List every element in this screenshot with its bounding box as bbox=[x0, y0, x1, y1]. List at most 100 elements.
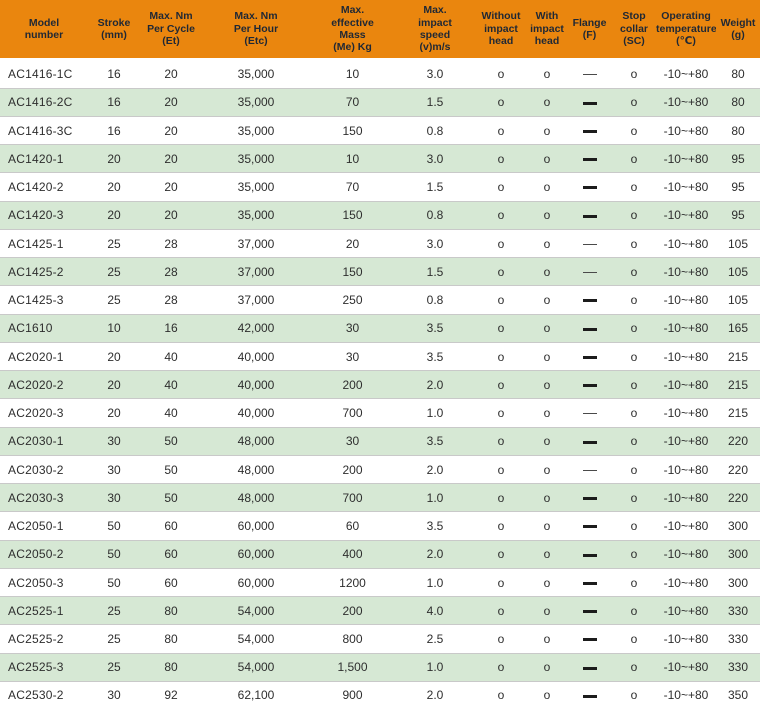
flange-dash-icon bbox=[582, 158, 597, 162]
flange-dash-icon bbox=[582, 74, 597, 76]
cell-mass: 700 bbox=[310, 483, 395, 513]
available-circle-mark: o bbox=[497, 293, 505, 308]
available-circle-mark: o bbox=[630, 151, 638, 166]
cell-mass: 200 bbox=[310, 455, 395, 485]
available-circle-mark: o bbox=[630, 377, 638, 392]
flange-dash-icon bbox=[582, 214, 597, 218]
cell-temp: -10~+80 bbox=[656, 596, 716, 626]
table-row: AC1425-1 25 28 37,000 20 3.0 o o o -10~+80 105 bbox=[0, 229, 760, 259]
cell-model: AC1420-1 bbox=[0, 144, 88, 174]
cell-without_head: o bbox=[475, 285, 527, 315]
available-circle-mark: o bbox=[497, 519, 505, 534]
cell-et: 60 bbox=[140, 568, 202, 598]
cell-etc: 40,000 bbox=[202, 370, 310, 400]
cell-with_head: o bbox=[527, 455, 567, 485]
spec-table-header: Model number Stroke (mm) Max. Nm Per Cycle… bbox=[0, 0, 760, 60]
cell-etc: 60,000 bbox=[202, 511, 310, 541]
cell-model: AC2525-1 bbox=[0, 596, 88, 626]
cell-mass: 150 bbox=[310, 116, 395, 146]
flange-dash-icon bbox=[582, 610, 597, 614]
cell-model: AC2530-2 bbox=[8, 688, 64, 703]
table-row: AC2030-3 30 50 48,000 700 1.0 o o o -10~+80 220 bbox=[0, 483, 760, 513]
cell-etc: 54,000 bbox=[202, 596, 310, 626]
cell-et: 16 bbox=[140, 314, 202, 343]
cell-with_head: o bbox=[527, 88, 567, 117]
cell-etc: 35,000 bbox=[202, 144, 310, 174]
available-circle-mark: o bbox=[630, 406, 638, 421]
cell-et: 20 bbox=[140, 88, 202, 117]
cell-with_head: o bbox=[527, 596, 567, 626]
cell-stroke: 20 bbox=[88, 342, 140, 372]
cell-flange bbox=[567, 398, 612, 428]
available-circle-mark: o bbox=[543, 377, 551, 392]
available-circle-mark: o bbox=[630, 575, 638, 590]
table-row: AC2525-1 25 80 54,000 200 4.0 o o o -10~+80 330 bbox=[0, 596, 760, 626]
cell-temp: -10~+80 bbox=[656, 285, 716, 315]
table-row: AC2050-1 50 60 60,000 60 3.5 o o o -10~+80 300 bbox=[0, 511, 760, 541]
cell-weight: 215 bbox=[716, 398, 760, 428]
cell-weight: 220 bbox=[716, 427, 760, 456]
cell-speed: 2.0 bbox=[395, 540, 475, 569]
cell-stroke: 20 bbox=[88, 172, 140, 202]
cell-etc: 60,000 bbox=[202, 540, 310, 569]
available-circle-mark: o bbox=[630, 660, 638, 675]
cell-without_head: o bbox=[475, 116, 527, 146]
cell-without_head: o bbox=[475, 88, 527, 117]
available-circle-mark: o bbox=[543, 575, 551, 590]
cell-flange bbox=[567, 427, 612, 456]
available-circle-mark: o bbox=[630, 180, 638, 195]
cell-temp: -10~+80 bbox=[656, 398, 716, 428]
cell-speed: 2.0 bbox=[395, 370, 475, 400]
cell-speed: 4.0 bbox=[395, 596, 475, 626]
cell-flange bbox=[567, 229, 612, 259]
available-circle-mark: o bbox=[630, 95, 638, 110]
available-circle-mark: o bbox=[497, 66, 505, 81]
cell-without_head: o bbox=[475, 427, 527, 456]
cell-mass: 10 bbox=[310, 59, 395, 89]
cell-stroke: 16 bbox=[88, 88, 140, 117]
cell-mass: 900 bbox=[342, 688, 363, 703]
available-circle-mark: o bbox=[497, 462, 505, 477]
cell-stop_collar: o bbox=[612, 540, 656, 569]
cell-without_head: o bbox=[475, 540, 527, 569]
cell-without_head: o bbox=[475, 483, 527, 513]
available-circle-mark: o bbox=[497, 180, 505, 195]
cell-weight: 220 bbox=[716, 483, 760, 513]
cell-etc: 37,000 bbox=[202, 285, 310, 315]
cell-stop_collar: o bbox=[612, 285, 656, 315]
cell-with_head: o bbox=[527, 285, 567, 315]
flange-dash-icon bbox=[582, 272, 597, 274]
cell-mass: 70 bbox=[310, 88, 395, 117]
cell-without_head: o bbox=[475, 144, 527, 174]
cell-without_head: o bbox=[475, 59, 527, 89]
cell-etc: 48,000 bbox=[202, 483, 310, 513]
cell-temp: -10~+80 bbox=[656, 511, 716, 541]
spec-table-body: AC1416-1C 16 20 35,000 10 3.0 o o o -10~+80 80 AC14… bbox=[0, 59, 760, 709]
table-row: AC2525-2 25 80 54,000 800 2.5 o o o -10~+80 330 bbox=[0, 624, 760, 654]
cell-mass: 200 bbox=[310, 370, 395, 400]
table-row: AC2050-2 50 60 60,000 400 2.0 o o o -10~+80 300 bbox=[0, 540, 760, 569]
available-circle-mark: o bbox=[497, 547, 505, 562]
available-circle-mark: o bbox=[497, 603, 505, 618]
cell-mass: 70 bbox=[310, 172, 395, 202]
column-header-flange: Flange (F) bbox=[567, 0, 612, 60]
cell-weight: 105 bbox=[716, 229, 760, 259]
cell-speed: 1.0 bbox=[395, 398, 475, 428]
cell-with_head: o bbox=[527, 540, 567, 569]
cell-et: 20 bbox=[140, 116, 202, 146]
cell-etc: 48,000 bbox=[202, 427, 310, 456]
available-circle-mark: o bbox=[497, 349, 505, 364]
available-circle-mark: o bbox=[543, 349, 551, 364]
cell-model: AC2030-2 bbox=[0, 455, 88, 485]
cell-stroke: 50 bbox=[88, 511, 140, 541]
cell-stop_collar: o bbox=[612, 59, 656, 89]
cell-etc: 35,000 bbox=[202, 201, 310, 230]
cell-temp: -10~+80 bbox=[656, 455, 716, 485]
column-header-with_head: With impact head bbox=[527, 0, 567, 60]
cell-weight: 215 bbox=[716, 342, 760, 372]
cell-speed: 3.5 bbox=[395, 511, 475, 541]
available-circle-mark: o bbox=[630, 349, 638, 364]
cell-weight: 105 bbox=[716, 285, 760, 315]
cell-temp: -10~+80 bbox=[656, 257, 716, 287]
cell-model: AC1610 bbox=[0, 314, 88, 343]
